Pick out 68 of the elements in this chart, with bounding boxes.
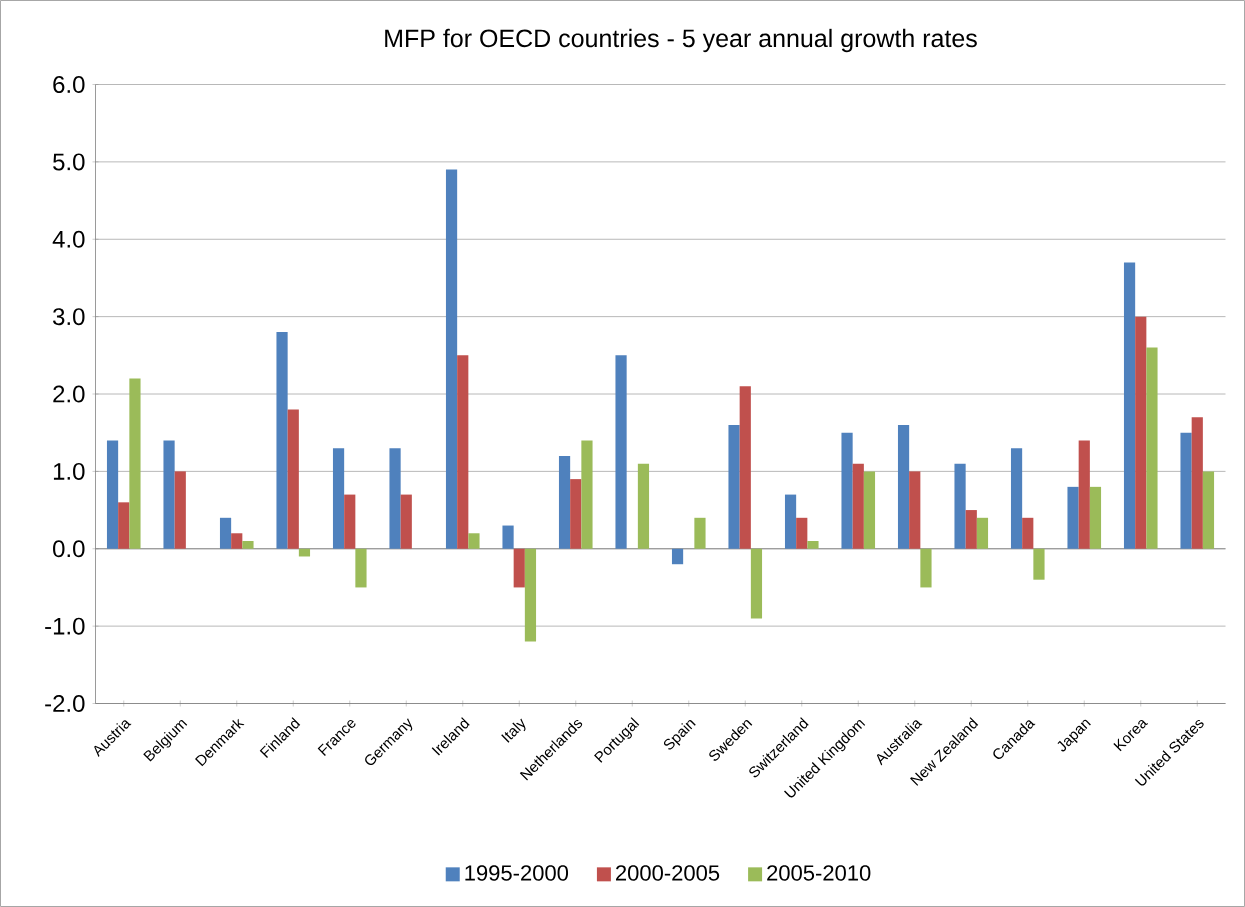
bar xyxy=(570,479,582,549)
bar xyxy=(344,494,356,549)
bar xyxy=(502,525,514,549)
bar xyxy=(965,510,977,549)
legend-label: 2000-2005 xyxy=(615,865,720,881)
bar xyxy=(355,548,367,588)
bar xyxy=(400,494,412,549)
bar xyxy=(615,355,627,549)
y-tick-label: 3.0 xyxy=(53,308,85,326)
bar xyxy=(976,517,989,549)
bar xyxy=(863,471,876,549)
y-tick-label: -2.0 xyxy=(45,695,85,713)
bar xyxy=(728,424,740,549)
bar xyxy=(909,471,921,549)
bar xyxy=(920,548,932,588)
bar xyxy=(1123,262,1136,549)
y-tick-label: 2.0 xyxy=(53,385,85,403)
bar xyxy=(1089,486,1102,549)
bar xyxy=(1146,347,1158,549)
bar xyxy=(1180,432,1192,549)
bar xyxy=(739,386,751,549)
bar xyxy=(671,548,684,565)
bar xyxy=(106,440,119,549)
bar xyxy=(558,455,571,549)
legend-label: 2005-2010 xyxy=(767,865,871,881)
bar xyxy=(129,378,141,549)
bar xyxy=(242,541,254,549)
bar xyxy=(524,548,537,642)
bar xyxy=(276,332,288,549)
bar xyxy=(852,463,864,549)
bar xyxy=(163,440,175,549)
legend-label: 1995-2000 xyxy=(465,865,569,881)
bar xyxy=(445,169,458,549)
bar xyxy=(796,517,808,549)
bar xyxy=(231,533,243,549)
bar xyxy=(174,471,186,549)
chart-title: MFP for OECD countries - 5 year annual growth rates xyxy=(385,28,977,53)
bar xyxy=(389,448,401,549)
y-tick-label: 5.0 xyxy=(53,153,85,171)
bar xyxy=(1010,448,1023,549)
bar xyxy=(694,517,706,549)
bar xyxy=(897,424,910,549)
bar xyxy=(468,533,480,549)
bar xyxy=(637,463,650,549)
y-tick-label: 6.0 xyxy=(53,76,85,94)
bar xyxy=(1202,471,1215,549)
bar xyxy=(1135,316,1147,549)
bar xyxy=(841,432,853,549)
y-tick-label: 4.0 xyxy=(52,230,85,248)
y-tick-label: 0.0 xyxy=(53,540,85,558)
y-tick-label: 1.0 xyxy=(53,462,85,480)
bar xyxy=(1191,417,1203,549)
bar xyxy=(287,409,299,549)
bar xyxy=(784,494,797,549)
bar xyxy=(581,440,593,549)
bar xyxy=(457,355,469,549)
bar xyxy=(1022,517,1034,549)
bar xyxy=(1067,486,1079,549)
bar xyxy=(513,548,525,588)
y-tick-label: -1.0 xyxy=(45,617,85,635)
bar xyxy=(219,517,232,549)
bar xyxy=(750,548,763,619)
bar xyxy=(807,541,819,549)
bar xyxy=(954,463,966,549)
bar xyxy=(332,448,345,549)
bar xyxy=(1078,440,1090,549)
bar xyxy=(1033,548,1045,580)
bar xyxy=(118,502,130,549)
